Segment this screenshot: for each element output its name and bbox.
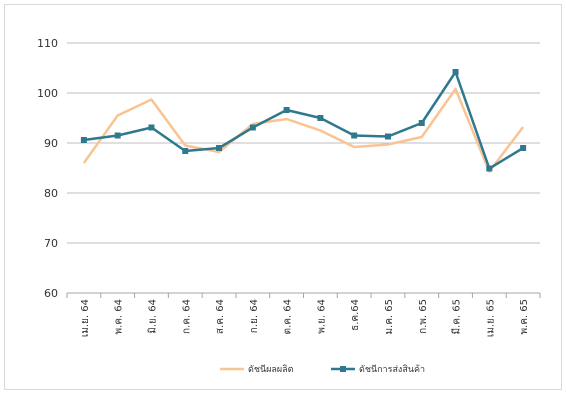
x-tick-label: มิ.ย. 64	[147, 299, 158, 334]
legend-label-0: ดัชนีผลผลิต	[248, 364, 294, 375]
y-tick-label: 100	[37, 87, 58, 100]
x-tick-label: ม.ค. 65	[384, 299, 395, 335]
x-tick-label: พ.ค. 65	[519, 299, 530, 335]
data-point	[317, 115, 324, 121]
x-tick-label: มี.ค. 65	[451, 299, 463, 335]
data-point	[452, 69, 459, 75]
legend-marker	[340, 366, 346, 372]
data-point	[283, 107, 290, 113]
chart-frame: 60 70 80 90 100 110 เม.ย. 64 พ.ค. 64 มิ.ย. 64 ก.…	[4, 4, 562, 390]
x-tick-label: ธ.ค.64	[350, 299, 361, 331]
x-axis: เม.ย. 64 พ.ค. 64 มิ.ย. 64 ก.ค. 64 ส.ค. 64 ก.ย…	[66, 293, 541, 337]
x-tick-label: เม.ย. 65	[485, 299, 496, 337]
x-tick-label: ก.ย. 64	[249, 299, 260, 333]
data-point	[249, 124, 256, 131]
y-tick-label: 90	[44, 137, 58, 150]
x-tick-label: ก.พ. 65	[418, 299, 429, 334]
y-tick-label: 80	[44, 187, 58, 200]
series-line-1	[83, 70, 524, 170]
line-chart: 60 70 80 90 100 110 เม.ย. 64 พ.ค. 64 มิ.ย. 64 ก.…	[37, 37, 541, 375]
y-tick-label: 70	[44, 237, 58, 250]
data-point	[351, 132, 358, 139]
x-tick-label: ก.ค. 64	[181, 299, 192, 334]
legend: ดัชนีผลผลิต ดัชนีการส่งสินค้า	[220, 364, 425, 375]
x-tick-label: ส.ค. 64	[215, 299, 226, 334]
series-line-0	[82, 87, 525, 173]
data-point	[520, 145, 527, 151]
data-point	[384, 133, 391, 140]
data-point	[486, 165, 493, 172]
gridlines	[67, 42, 540, 294]
x-tick-label: ต.ค. 64	[283, 299, 294, 334]
y-axis: 60 70 80 90 100 110	[37, 37, 58, 300]
data-point	[80, 137, 87, 143]
y-tick-label: 60	[44, 287, 58, 300]
data-point	[182, 148, 189, 154]
data-point	[418, 120, 425, 126]
series-group	[80, 69, 527, 173]
x-tick-label: เม.ย. 64	[80, 299, 91, 337]
x-tick-label: พ.ค. 64	[114, 299, 125, 335]
data-point	[216, 145, 223, 151]
y-tick-label: 110	[37, 37, 58, 50]
data-point	[114, 132, 121, 139]
legend-label-1: ดัชนีการส่งสินค้า	[359, 364, 425, 375]
data-point	[148, 124, 155, 131]
x-tick-label: พ.ย. 64	[316, 299, 327, 334]
